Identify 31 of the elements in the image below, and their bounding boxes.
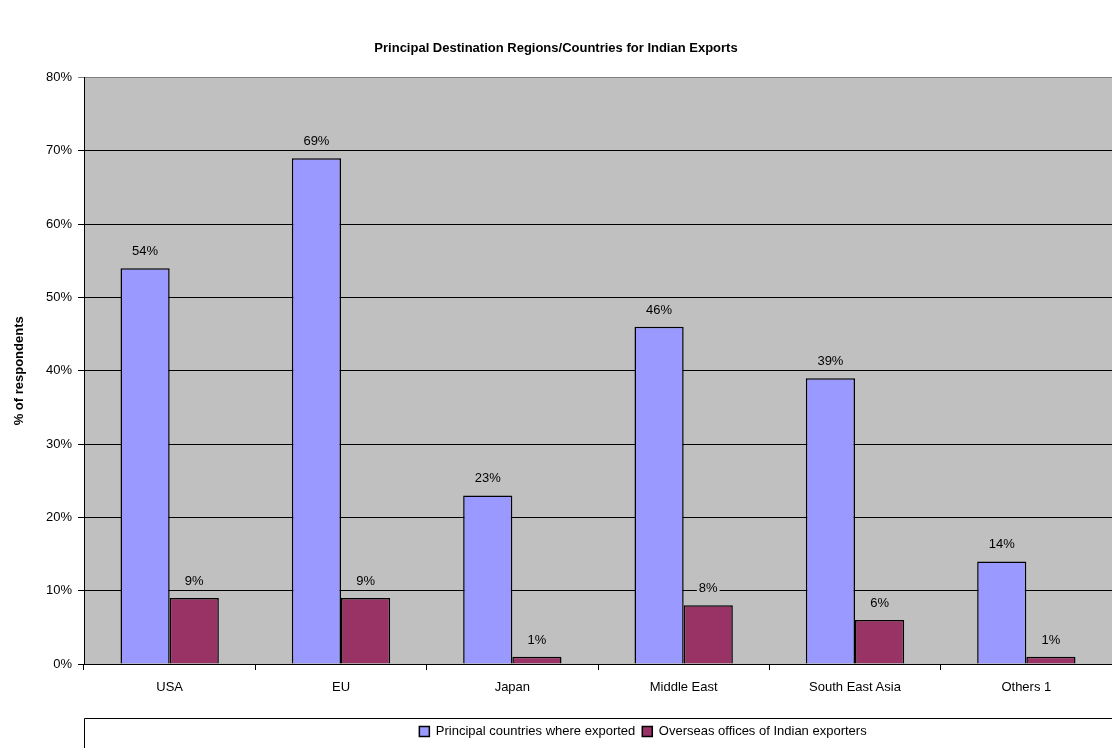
chart-title: Principal Destination Regions/Countries for Indian Exports — [374, 40, 738, 56]
y-tick-label: 20% — [45, 508, 73, 524]
data-label: 14% — [988, 536, 1016, 552]
legend-label: Principal countries where exported — [435, 723, 636, 739]
y-tick-label: 60% — [45, 215, 73, 231]
x-tick-label: EU — [331, 679, 351, 695]
y-tick-label: 0% — [53, 655, 73, 671]
x-tick-label: Middle East — [649, 679, 719, 695]
legend-label: Overseas offices of Indian exporters — [658, 723, 868, 739]
y-tick-label: 30% — [45, 435, 73, 451]
data-label: 1% — [1041, 631, 1061, 647]
y-tick-label: 40% — [45, 362, 73, 378]
x-tick-label: Japan — [494, 679, 531, 695]
x-tick-label: USA — [156, 679, 184, 695]
y-axis-title: % of respondents — [11, 316, 27, 426]
data-label: 8% — [698, 580, 719, 596]
data-label: 9% — [184, 573, 205, 589]
x-tick-label: Others 1 — [1001, 679, 1052, 695]
data-label: 46% — [646, 301, 673, 317]
data-label: 1% — [527, 631, 547, 647]
data-label: 9% — [356, 573, 376, 589]
y-tick-label: 50% — [45, 289, 73, 305]
data-label: 69% — [303, 133, 330, 149]
data-label: 6% — [870, 595, 890, 611]
data-label: 39% — [817, 353, 844, 369]
y-tick-label: 70% — [45, 142, 73, 158]
data-label: 54% — [132, 243, 159, 259]
y-tick-label: 80% — [45, 69, 73, 85]
data-label: 23% — [474, 470, 502, 486]
x-tick-label: South East Asia — [809, 679, 902, 695]
y-tick-label: 10% — [45, 582, 73, 598]
